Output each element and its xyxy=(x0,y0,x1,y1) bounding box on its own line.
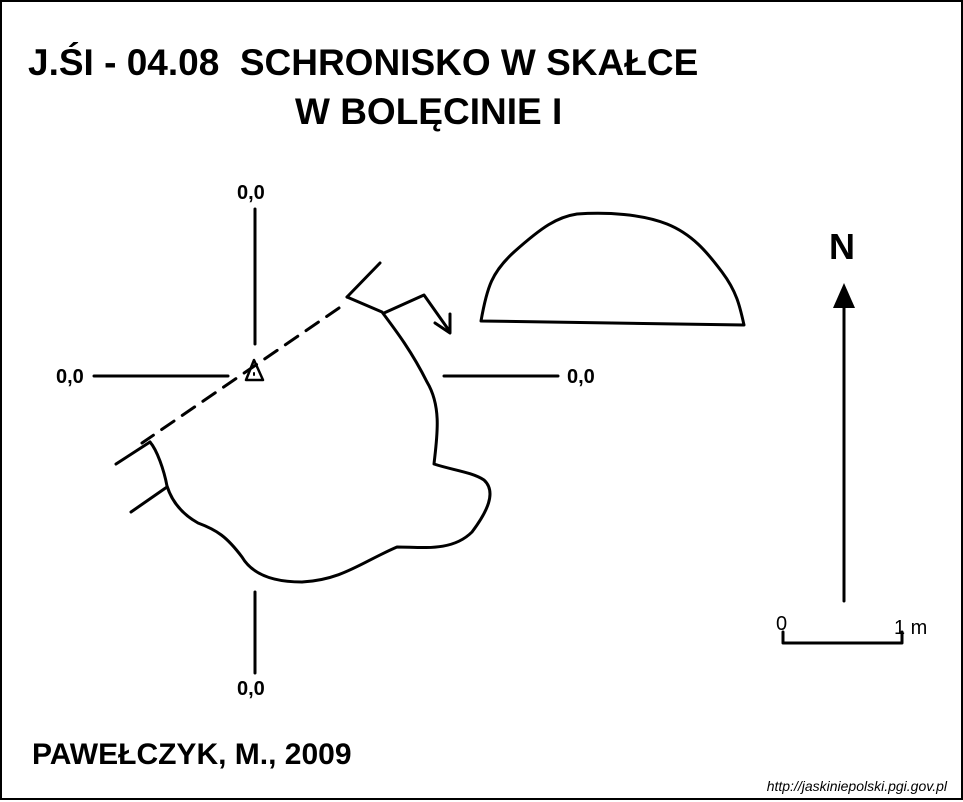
reference-label-bottom: 0,0 xyxy=(237,678,265,700)
view-direction-arrowhead xyxy=(433,312,452,335)
view-direction-arrow xyxy=(382,293,450,331)
reference-label-right: 0,0 xyxy=(567,366,595,388)
author-credit: PAWEŁCZYK, M., 2009 xyxy=(32,738,352,771)
scale-label-end: 1 m xyxy=(894,617,928,639)
entrance-wall-north xyxy=(345,261,382,299)
reference-label-top: 0,0 xyxy=(237,182,265,204)
title-line-2: W BOLĘCINIE I xyxy=(295,91,563,132)
cave-outline xyxy=(148,295,492,584)
north-label: N xyxy=(829,226,855,267)
source-url: http://jaskiniepolski.pgi.gov.pl xyxy=(766,778,947,794)
scale-label-start: 0 xyxy=(776,613,788,635)
north-arrow-head xyxy=(833,283,855,308)
entrance-wall-south-2 xyxy=(129,485,169,514)
title-line-1: J.ŚI - 04.08 SCHRONISKO W SKAŁCE xyxy=(28,42,699,83)
reference-label-left: 0,0 xyxy=(56,366,84,388)
cave-cross-section xyxy=(479,211,746,327)
dripline-dashed xyxy=(140,306,341,445)
scale-bar xyxy=(781,630,904,645)
entrance-wall-south-1 xyxy=(114,440,152,466)
